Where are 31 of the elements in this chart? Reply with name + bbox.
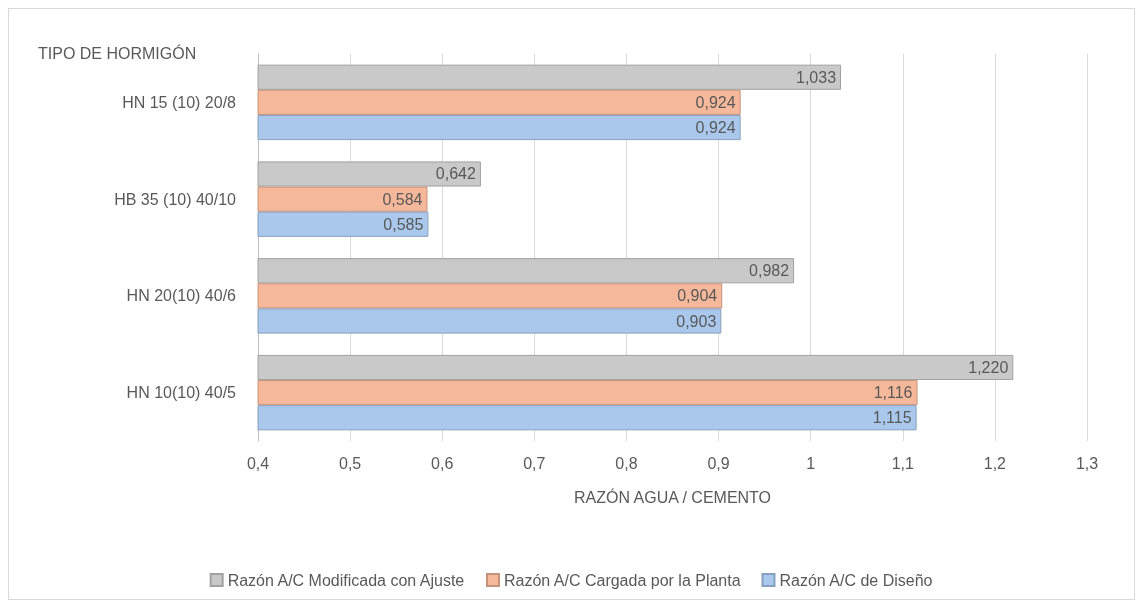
legend-label: Razón A/C de Diseño [779,571,933,589]
legend-label: Razón A/C Modificada con Ajuste [227,571,465,589]
data-label: 0,585 [383,215,424,233]
x-tick-label: 1 [806,454,816,472]
legend-label: Razón A/C Cargada por la Planta [504,571,741,589]
y-tick-label: HB 35 (10) 40/10 [114,190,237,208]
y-tick-label: HN 10(10) 40/5 [126,384,237,402]
data-label: 1,220 [968,358,1009,376]
data-label: 1,033 [796,68,837,86]
y-tick-label: HN 15 (10) 20/8 [122,93,237,111]
x-tick-label: 1,2 [983,454,1007,472]
x-tick-label: 1,3 [1075,454,1099,472]
data-label: 0,924 [695,93,736,111]
data-label: 0,642 [435,165,476,183]
data-label: 0,924 [695,119,736,137]
x-tick-label: 0,9 [707,454,730,472]
x-tick-label: 0,6 [431,454,454,472]
data-label: 0,903 [676,312,717,330]
y-tick-label: HN 20(10) 40/6 [126,287,237,305]
data-label: 0,584 [382,190,423,208]
x-tick-label: 0,8 [615,454,638,472]
x-tick-label: 0,4 [246,454,270,472]
data-label: 0,982 [749,262,790,280]
x-tick-label: 0,5 [338,454,362,472]
x-axis-title: RAZÓN AGUA / CEMENTO [573,487,772,506]
data-label: 1,115 [872,409,912,427]
y-axis-title: TIPO DE HORMIGÓN [38,43,197,62]
x-tick-label: 1,1 [891,454,914,472]
x-tick-label: 0,7 [523,454,546,472]
data-label: 1,116 [873,384,913,402]
data-label: 0,904 [677,287,718,305]
